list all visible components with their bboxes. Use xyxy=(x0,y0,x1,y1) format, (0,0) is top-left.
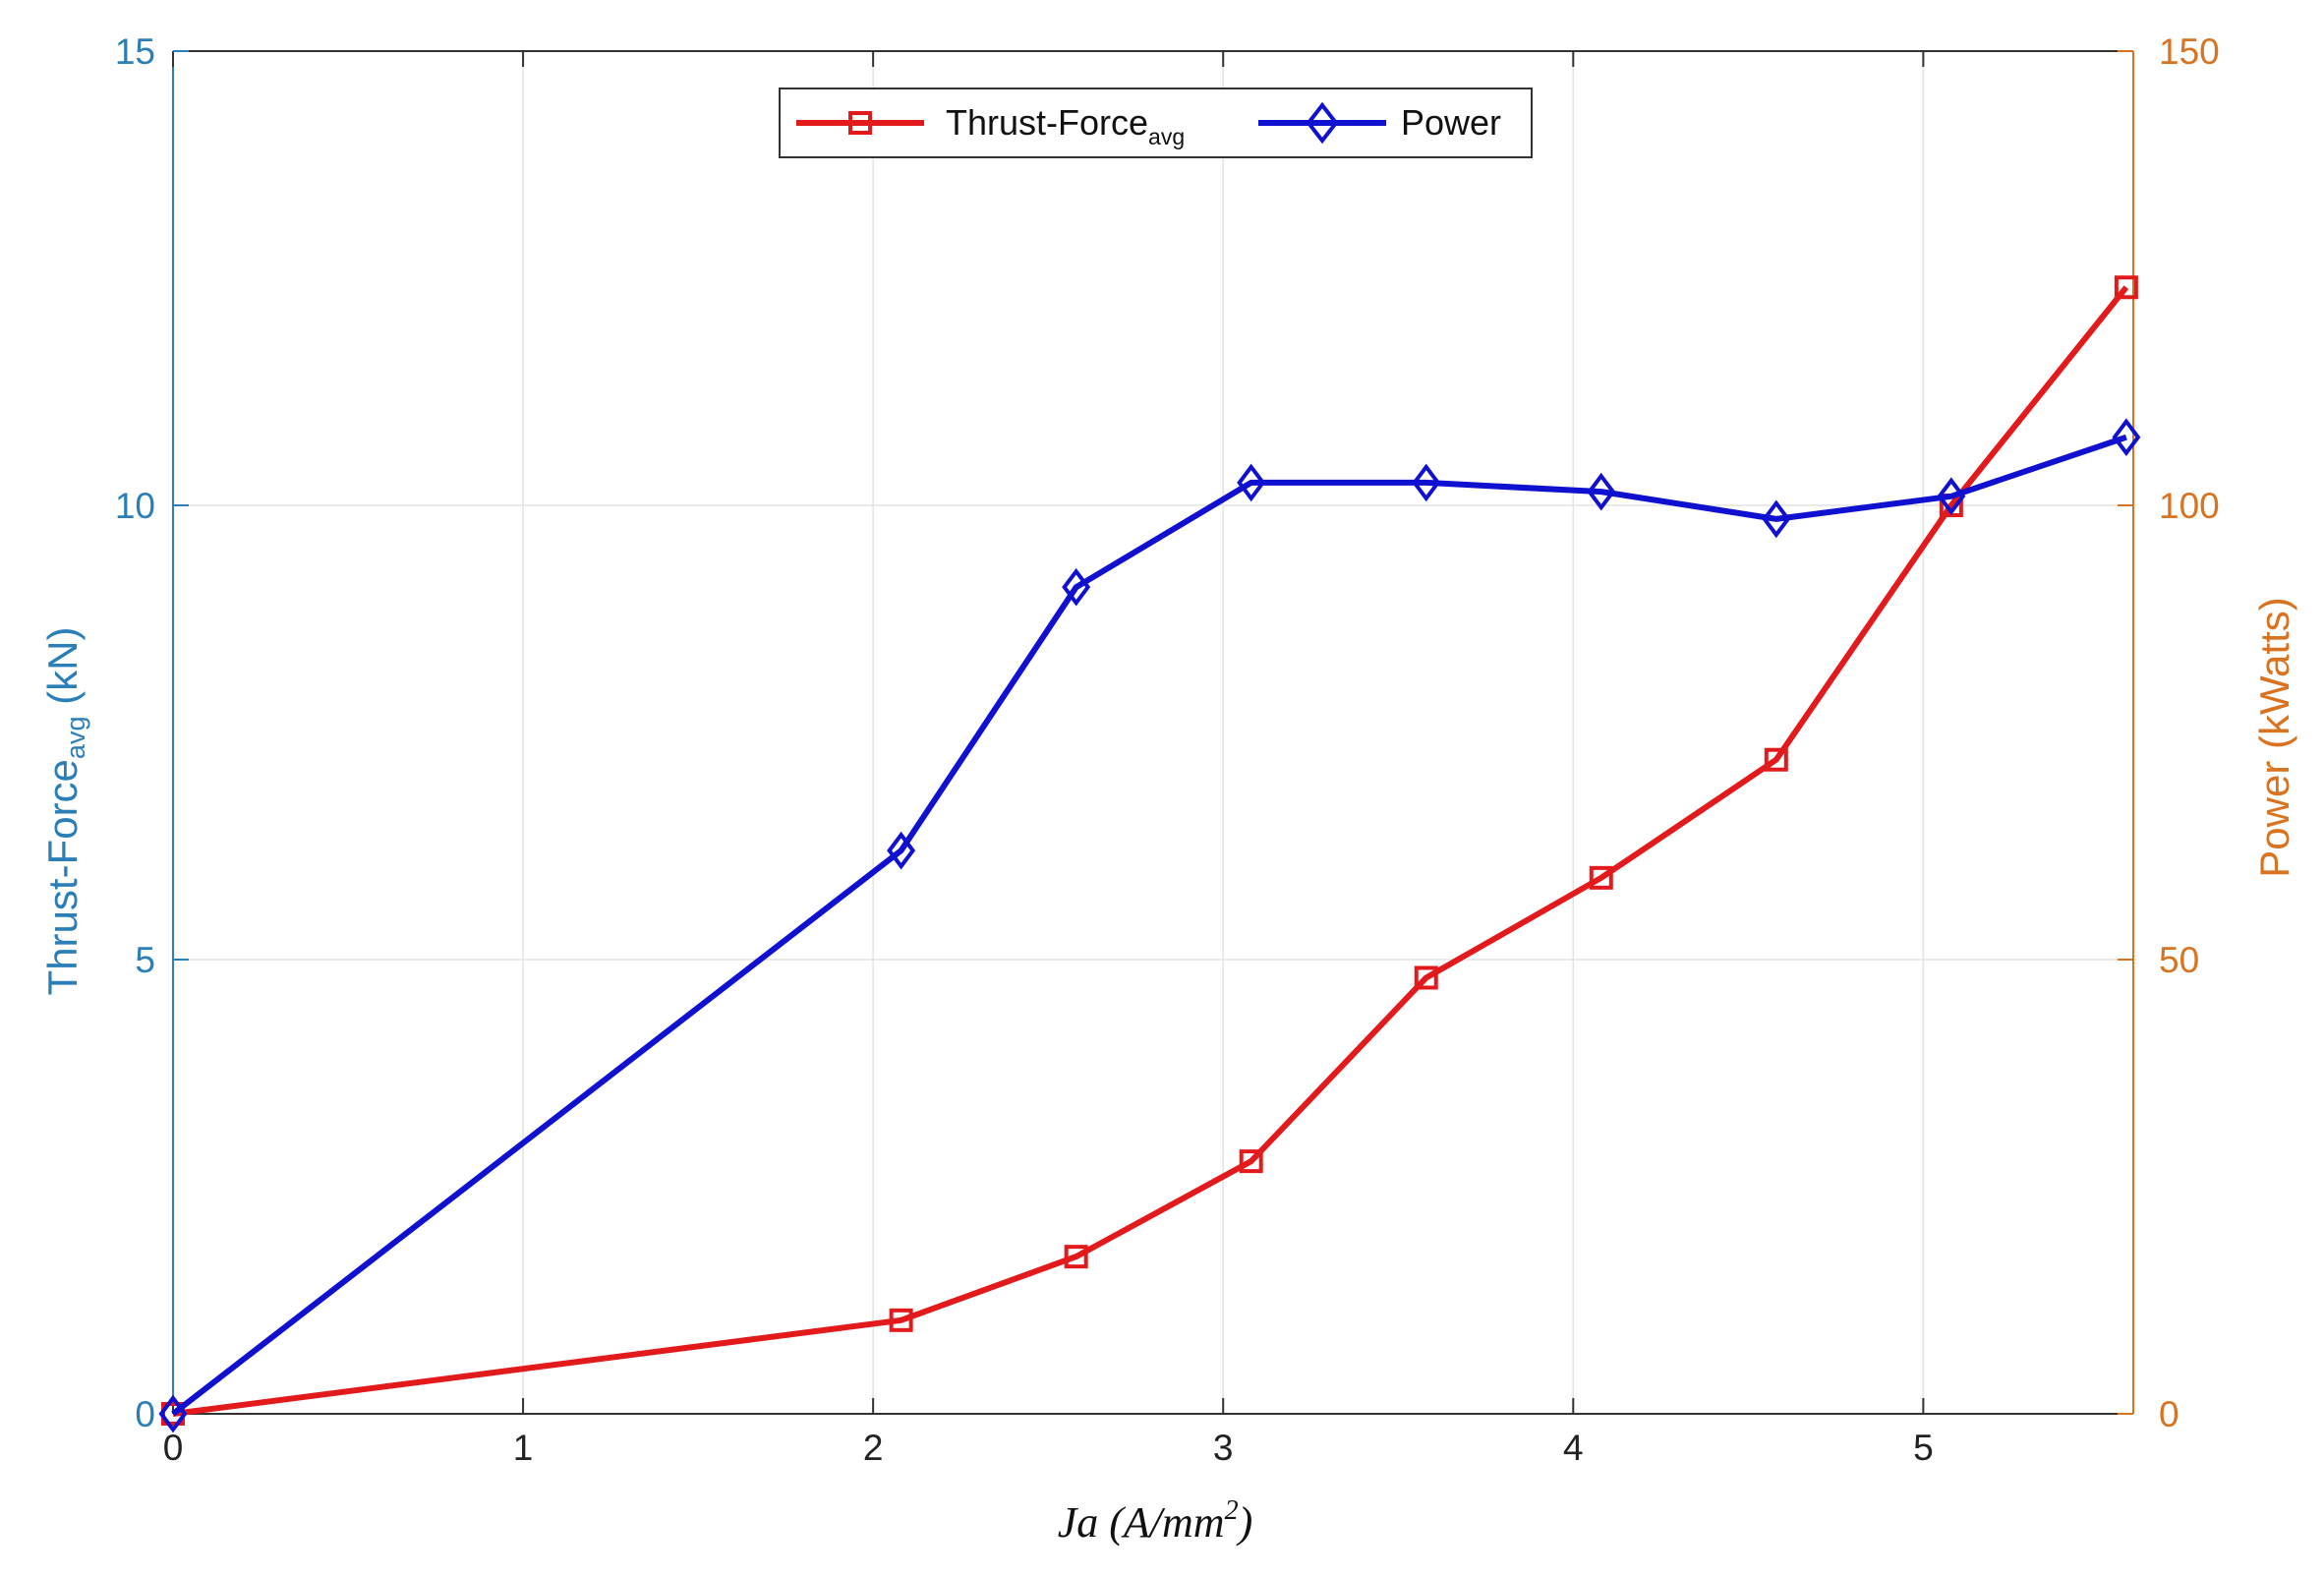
x-tick-label-1: 1 xyxy=(513,1428,534,1468)
x-axis-title-main: Ja (A/mm xyxy=(1058,1498,1225,1547)
y-right-tick-label-50: 50 xyxy=(2159,940,2199,980)
x-tick-label-5: 5 xyxy=(1913,1428,1934,1468)
legend: Thrust-Forceavg Power xyxy=(779,88,1533,158)
data-point-power-1 xyxy=(887,831,916,870)
x-tick-label-3: 3 xyxy=(1213,1428,1234,1468)
data-point-power-8 xyxy=(2112,418,2141,457)
legend-label-power: Power xyxy=(1401,102,1501,143)
x-axis-title-sup: 2 xyxy=(1225,1495,1239,1526)
data-point-power-2 xyxy=(1062,567,1091,607)
grid xyxy=(172,50,2133,1415)
legend-swatch-power-marker xyxy=(1306,101,1339,145)
legend-label-thrust-main: Thrust-Force xyxy=(946,102,1148,143)
y-left-tick-label-15: 15 xyxy=(115,31,155,72)
data-point-thrust-force-6 xyxy=(1764,747,1788,772)
y-right-tick-label-100: 100 xyxy=(2159,486,2220,526)
data-point-thrust-force-1 xyxy=(889,1308,913,1332)
y-left-tick-label-10: 10 xyxy=(115,486,155,526)
plot-frame xyxy=(172,50,2134,1415)
y-left-tick-label-0: 0 xyxy=(135,1394,155,1434)
y-axis-left-title: Thrust-Forceavg (kN) xyxy=(39,627,90,996)
data-point-thrust-force-8 xyxy=(2114,275,2138,300)
y-left-tick-label-5: 5 xyxy=(135,940,155,980)
y-axis-left-title-sub: avg xyxy=(61,717,90,760)
data-point-power-3 xyxy=(1237,463,1266,502)
x-tick-label-2: 2 xyxy=(863,1428,884,1468)
data-point-thrust-force-4 xyxy=(1414,965,1438,990)
data-point-thrust-force-2 xyxy=(1064,1245,1088,1269)
y-axis-left-title-main: Thrust-Force xyxy=(39,759,86,995)
y-axis-right-title: Power (kWatts) xyxy=(2251,597,2297,877)
x-axis-title: Ja (A/mm2) xyxy=(1058,1495,1253,1547)
legend-label-thrust: Thrust-Forceavg xyxy=(946,102,1185,149)
series-line-power xyxy=(171,434,2127,1417)
series xyxy=(158,275,2141,1433)
data-point-power-0 xyxy=(158,1394,188,1433)
data-point-thrust-force-5 xyxy=(1589,865,1613,890)
x-tick-label-4: 4 xyxy=(1563,1428,1584,1468)
data-point-power-7 xyxy=(1937,477,1966,516)
data-point-power-5 xyxy=(1587,472,1616,511)
x-tick-label-0: 0 xyxy=(163,1428,184,1468)
data-point-thrust-force-3 xyxy=(1239,1149,1263,1174)
data-point-power-6 xyxy=(1762,499,1791,539)
data-point-power-4 xyxy=(1412,463,1441,502)
series-line-thrust-force xyxy=(172,285,2129,1417)
legend-label-thrust-sub: avg xyxy=(1148,124,1185,149)
y-right-tick-label-0: 0 xyxy=(2159,1394,2179,1434)
y-axis-left-title-end: (kN) xyxy=(39,627,86,717)
legend-swatch-thrust-marker xyxy=(848,111,872,135)
y-right-tick-label-150: 150 xyxy=(2159,31,2220,72)
x-axis-title-end: ) xyxy=(1236,1498,1253,1547)
